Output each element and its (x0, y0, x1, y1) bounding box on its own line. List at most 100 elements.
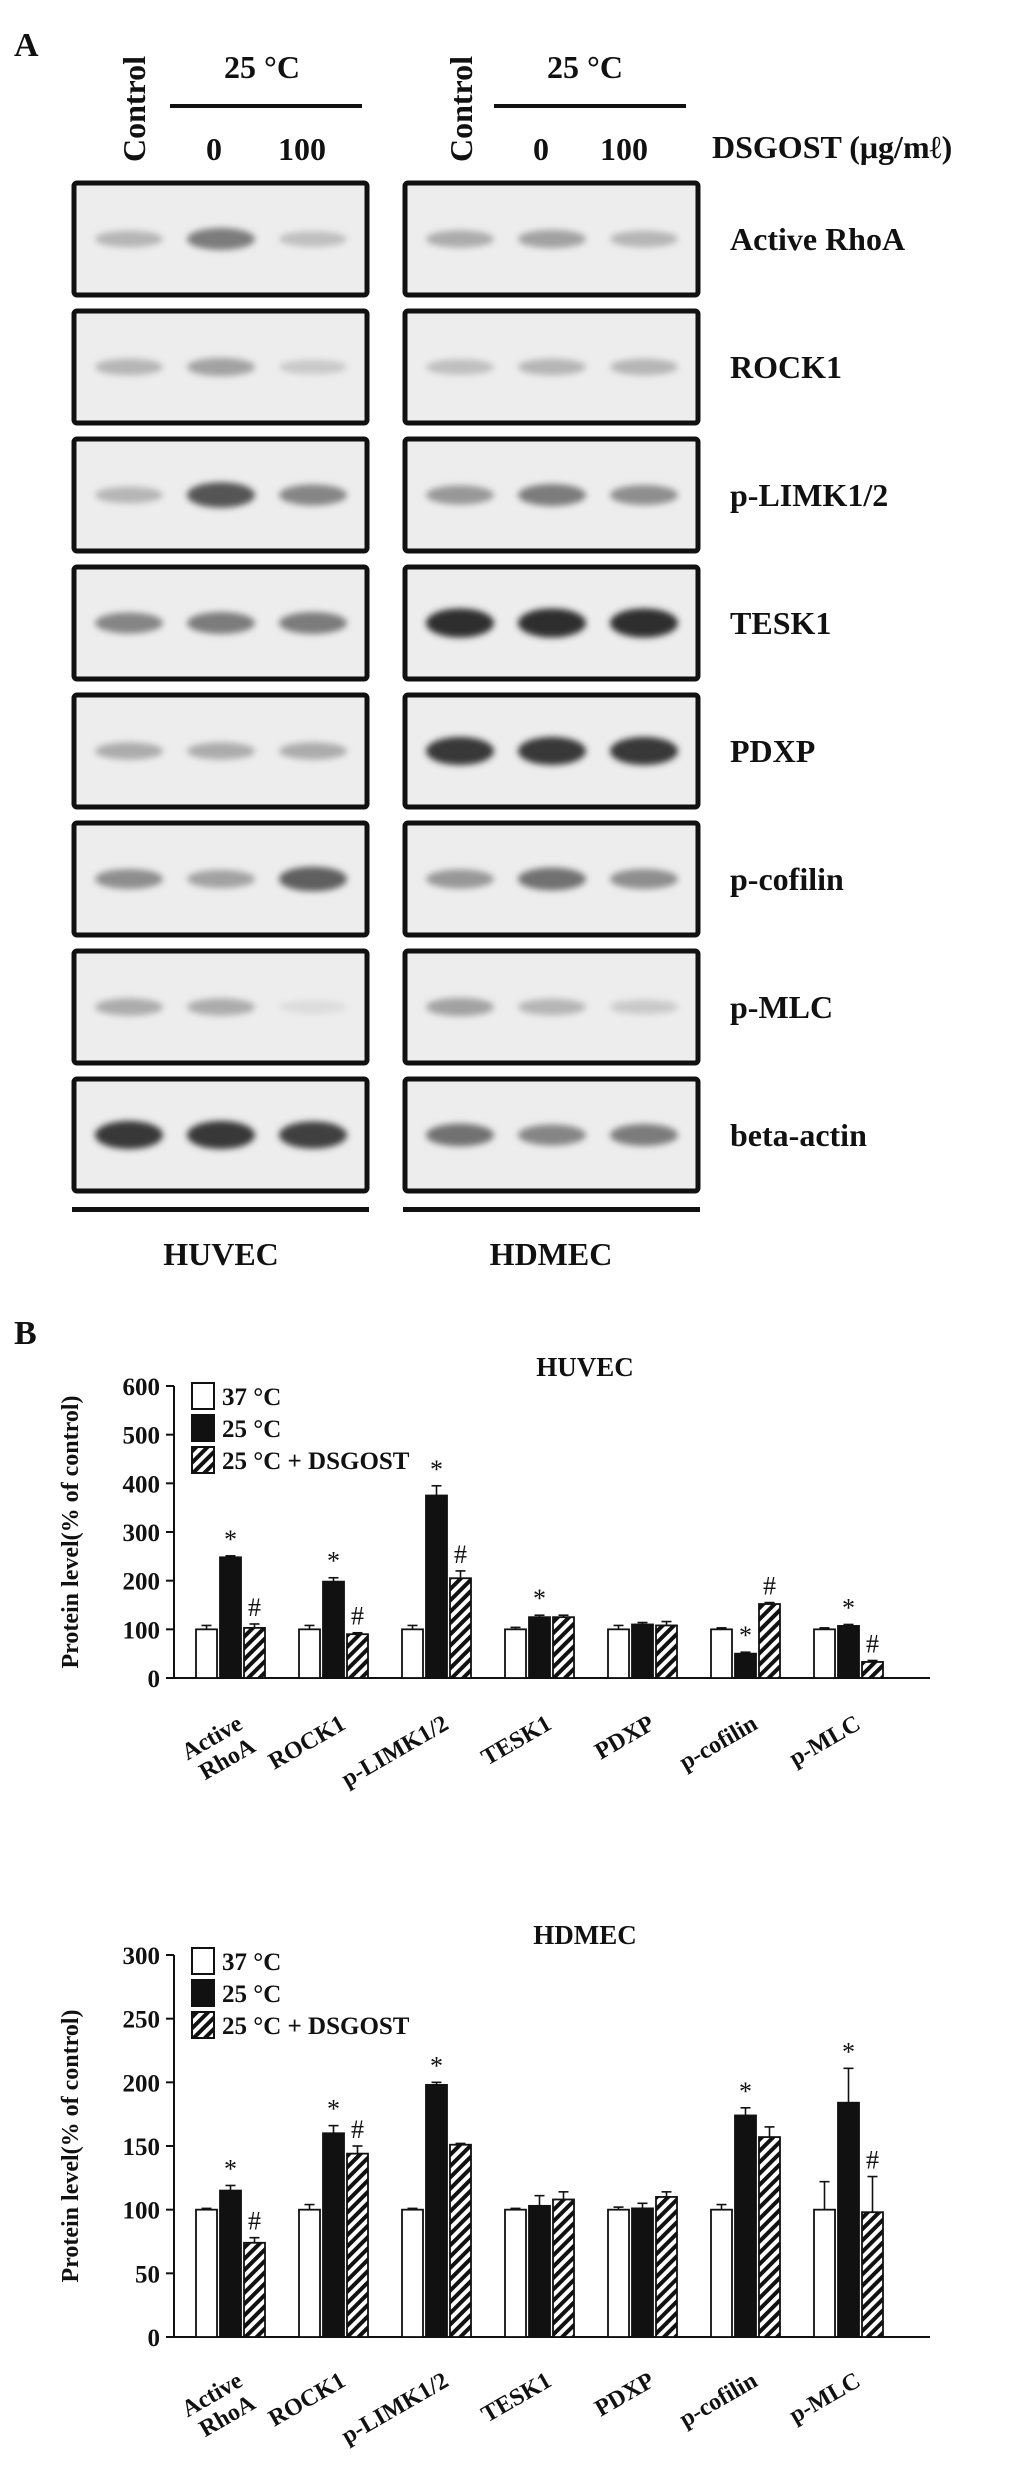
y-tick-label: 300 (123, 1943, 161, 1970)
chart-title: HDMEC (533, 1920, 637, 1950)
western-blots: Active RhoA ROCK1 p-LIMK1/2 TESK1 PDXP p-cofi… (71, 180, 905, 1194)
bar-25-c-p-mlc (837, 2101, 860, 2338)
band (518, 867, 586, 891)
blot-huvec-active-rhoa (71, 180, 370, 298)
category-label: p-cofilin (675, 2368, 762, 2433)
legend-swatch (191, 1414, 215, 1442)
bar-25-c-dsgost-tesk1 (552, 1616, 575, 1679)
cell-line-underline-hdmec (403, 1207, 700, 1212)
protein-label: Active RhoA (730, 221, 905, 257)
bar-25-c-dsgost-p-cofilin (758, 1603, 781, 1679)
category-label: p-MLC (785, 2368, 865, 2429)
band (187, 1120, 255, 1150)
band (95, 998, 163, 1016)
band (187, 998, 255, 1016)
band (187, 482, 255, 508)
blot-huvec-tesk1 (71, 564, 370, 682)
blot-huvec-p-mlc (71, 948, 370, 1066)
y-tick-label: 500 (123, 1423, 161, 1450)
bar-37-c-p-mlc (813, 2208, 836, 2338)
band (518, 229, 586, 249)
y-tick-label: 200 (123, 2070, 161, 2097)
bar-25-c-active-rhoa (219, 2189, 242, 2338)
band (518, 358, 586, 376)
blot-hdmec-pdxp (402, 692, 701, 810)
band (187, 869, 255, 889)
blot-huvec-beta-actin (71, 1076, 370, 1194)
band (426, 869, 494, 889)
significance-hash: # (763, 1572, 776, 1601)
significance-hash: # (351, 1602, 364, 1631)
panel-a-label: A (14, 27, 39, 64)
band (518, 736, 586, 766)
legend-label: 25 °C (222, 1416, 281, 1443)
band (610, 999, 678, 1015)
bar-25-c-p-cofilin (734, 2114, 757, 2338)
cell-line-label-hdmec: HDMEC (490, 1236, 613, 1272)
significance-star: * (224, 1525, 237, 1554)
blot-hdmec-p-cofilin (402, 820, 701, 938)
band (279, 742, 347, 760)
band (95, 358, 163, 376)
category-label: ActiveRhoA (177, 1710, 260, 1788)
bar-37-c-p-mlc (813, 1628, 836, 1679)
band (426, 485, 494, 505)
protein-label: TESK1 (730, 605, 831, 641)
legend-swatch (191, 1947, 215, 1975)
dose-0-huvec: 0 (206, 131, 222, 167)
bar-25-c-rock1 (322, 2132, 345, 2338)
dose-100-hdmec: 100 (600, 131, 648, 167)
band (187, 228, 255, 250)
band (279, 1121, 347, 1149)
bar-25-c-p-mlc (837, 1625, 860, 1679)
band (95, 1120, 163, 1150)
y-tick-label: 0 (148, 2325, 161, 2352)
bar-25-c-active-rhoa (219, 1556, 242, 1679)
bar-37-c-pdxp (607, 2208, 630, 2338)
significance-hash: # (866, 1629, 879, 1658)
significance-star: * (430, 2051, 443, 2080)
dose-0-hdmec: 0 (533, 131, 549, 167)
y-tick-label: 50 (135, 2261, 160, 2288)
category-label: TESK1 (477, 1711, 556, 1772)
protein-label: beta-actin (730, 1117, 867, 1153)
bar-37-c-active-rhoa (195, 1628, 218, 1679)
band (518, 608, 586, 638)
band (279, 1000, 347, 1014)
bar-37-c-p-cofilin (710, 2208, 733, 2338)
band (187, 742, 255, 760)
protein-label: PDXP (730, 733, 815, 769)
y-tick-label: 100 (123, 1617, 161, 1644)
y-tick-label: 400 (123, 1471, 161, 1498)
significance-star: * (327, 2095, 340, 2124)
significance-star: * (842, 1593, 855, 1622)
legend-label: 25 °C (222, 1981, 281, 2008)
bar-25-c-pdxp (631, 1623, 654, 1679)
bar-25-c-tesk1 (528, 1616, 551, 1679)
temp-header-line-hdmec (494, 104, 686, 108)
band (95, 612, 163, 634)
y-tick-label: 300 (123, 1520, 161, 1547)
significance-hash: # (351, 2115, 364, 2144)
bar-25-c-tesk1 (528, 2204, 551, 2338)
category-label: p-LIMK1/2 (337, 1711, 453, 1793)
temp-header-huvec: 25 °C (224, 49, 300, 85)
blot-huvec-rock1 (71, 308, 370, 426)
band (426, 736, 494, 766)
significance-star: * (842, 2037, 855, 2066)
band (518, 998, 586, 1016)
bar-37-c-p-cofilin (710, 1628, 733, 1679)
band (279, 484, 347, 506)
bar-37-c-rock1 (298, 2208, 321, 2338)
bar-25-c-dsgost-rock1 (346, 1633, 369, 1679)
band (95, 742, 163, 760)
band (426, 359, 494, 375)
bar-37-c-tesk1 (504, 2208, 527, 2338)
bar-25-c-dsgost-p-mlc (861, 2211, 884, 2338)
blot-hdmec-active-rhoa (402, 180, 701, 298)
band (279, 359, 347, 375)
bar-25-c-dsgost-p-cofilin (758, 2136, 781, 2338)
cell-line-underline-huvec (72, 1207, 369, 1212)
temp-header-line-huvec (170, 104, 362, 108)
legend-label: 37 °C (222, 1384, 281, 1411)
